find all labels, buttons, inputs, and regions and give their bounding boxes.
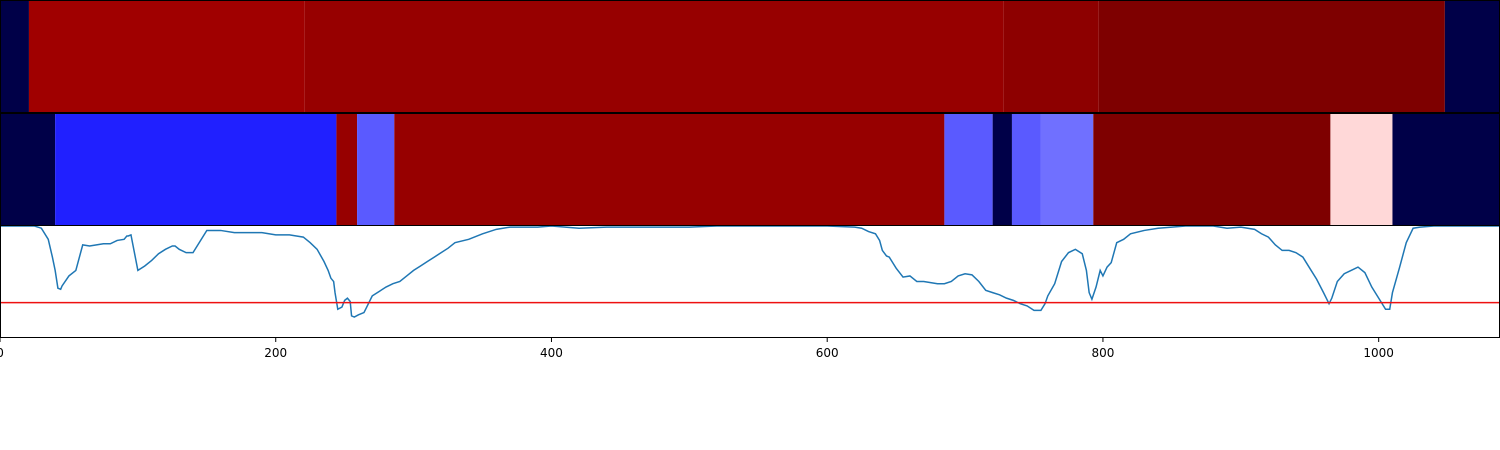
heatmap-segment-1-1 (55, 114, 337, 225)
heatmap-segment-1-3 (357, 114, 395, 225)
heatmap-segment-1-10 (1330, 114, 1393, 225)
heatmap-segment-1-6 (992, 114, 1012, 225)
heatmap-segment-1-2 (336, 114, 358, 225)
heatmap-segment-1-7 (1011, 114, 1041, 225)
heatmap-segment-0-4 (1098, 1, 1445, 112)
x-tick-label: 0 (0, 346, 4, 360)
x-tick-label: 400 (540, 346, 563, 360)
x-tick-label: 800 (1091, 346, 1114, 360)
heatmap-segment-1-11 (1392, 114, 1500, 225)
heatmap-segment-1-5 (944, 114, 993, 225)
panel-frame-2 (0, 225, 1500, 338)
heatmap-segment-1-9 (1093, 114, 1331, 225)
line-plot-panel (0, 225, 1500, 318)
x-axis: 0 200 400 600 800 1000 (0, 337, 1394, 360)
x-tick-label: 200 (264, 346, 287, 360)
heatmap-segment-0-0 (0, 1, 29, 112)
series-line (0, 225, 1500, 318)
heatmap-panel-middle (0, 114, 1500, 225)
x-tick-label: 1000 (1363, 346, 1394, 360)
heatmap-segment-1-0 (0, 114, 56, 225)
heatmap-panel-top (0, 1, 1500, 112)
heatmap-segment-0-3 (1003, 1, 1099, 112)
x-tick-label: 600 (816, 346, 839, 360)
heatmap-segment-0-1 (28, 1, 305, 112)
heatmap-segment-1-8 (1040, 114, 1094, 225)
heatmap-segment-0-2 (304, 1, 1004, 112)
heatmap-segment-1-4 (394, 114, 945, 225)
heatmap-segment-0-5 (1444, 1, 1500, 112)
